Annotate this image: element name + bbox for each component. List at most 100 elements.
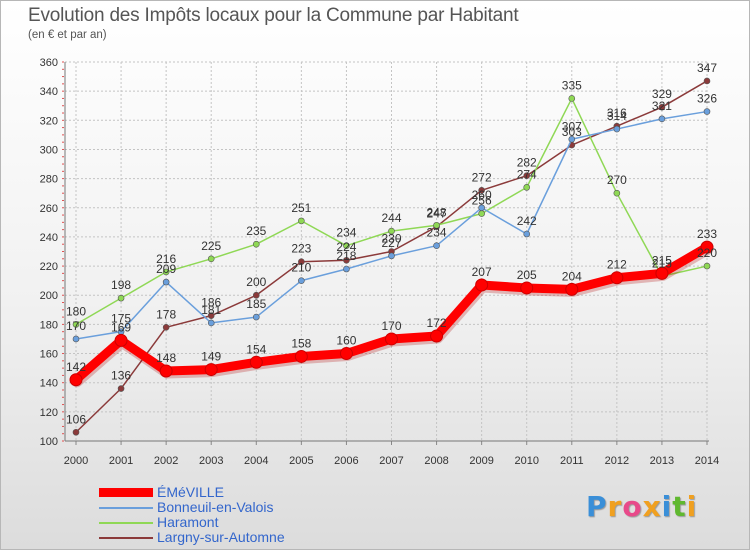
series-point (388, 252, 395, 260)
series-point (568, 95, 576, 102)
series-point (388, 227, 395, 235)
data-label: 142 (66, 360, 86, 374)
series-point (610, 271, 624, 285)
data-label: 233 (697, 227, 717, 241)
data-label: 200 (246, 275, 266, 289)
data-label: 282 (517, 156, 537, 170)
series-line-1 (75, 110, 708, 340)
y-tick-label: 260 (40, 203, 58, 215)
series-point (252, 313, 260, 321)
series-point (207, 319, 215, 327)
series-point (523, 172, 531, 179)
series-point (613, 189, 621, 197)
data-label: 210 (291, 261, 311, 275)
data-label: 272 (472, 170, 492, 184)
data-label: 235 (246, 224, 266, 238)
series-point (703, 77, 711, 85)
series-point (658, 103, 666, 111)
data-label: 178 (156, 307, 176, 321)
x-tick-label: 2009 (469, 455, 493, 467)
legend-label-largny: Largny-sur-Automne (157, 529, 285, 545)
x-tick-label: 2014 (695, 455, 719, 467)
series-point (433, 242, 440, 249)
data-label: 326 (697, 92, 717, 106)
data-label: 154 (246, 342, 266, 356)
series-point (703, 262, 711, 270)
data-label: 186 (201, 296, 221, 310)
x-tick-label: 2004 (244, 455, 268, 467)
legend-swatch-emeville (99, 488, 153, 497)
series-point (523, 184, 531, 191)
data-label: 136 (111, 369, 131, 383)
series-point (523, 230, 531, 238)
series-point (339, 347, 353, 361)
data-label: 335 (562, 78, 582, 92)
series-point (207, 255, 215, 263)
data-label: 185 (246, 297, 266, 311)
proxiti-logo: Proxiti (586, 490, 697, 523)
series-point (72, 321, 80, 328)
x-tick-label: 2003 (199, 455, 223, 467)
data-label: 234 (427, 226, 447, 240)
x-tick-label: 2007 (379, 455, 403, 467)
data-label: 180 (66, 304, 86, 318)
data-label: 242 (517, 214, 537, 228)
y-tick-label: 160 (40, 349, 58, 361)
data-label: 316 (607, 106, 627, 120)
series-point (294, 349, 308, 363)
y-tick-label: 140 (40, 378, 58, 390)
data-label: 207 (472, 265, 492, 279)
data-label: 314 (607, 109, 627, 123)
x-tick-label: 2008 (424, 455, 448, 467)
series-point (568, 135, 576, 143)
y-tick-label: 340 (40, 86, 58, 98)
logo-letter: x (642, 490, 662, 523)
legend: ÉMéVILLE Bonneuil-en-Valois Haramont Lar… (99, 484, 379, 545)
data-label: 227 (381, 236, 401, 250)
x-tick-label: 2006 (334, 455, 358, 467)
series-point (114, 333, 128, 347)
series-point (69, 373, 83, 387)
legend-label-bonneuil: Bonneuil-en-Valois (157, 499, 274, 515)
data-label: 220 (697, 246, 717, 260)
logo-letter: t (672, 490, 687, 523)
data-label: 172 (427, 316, 447, 330)
data-label: 230 (381, 232, 401, 246)
data-label: 198 (111, 278, 131, 292)
data-label: 260 (472, 188, 492, 202)
legend-item-emeville[interactable]: ÉMéVILLE (99, 484, 379, 500)
data-label: 223 (291, 242, 311, 256)
data-label: 212 (607, 258, 627, 272)
data-label: 170 (66, 319, 86, 333)
legend-item-largny[interactable]: Largny-sur-Automne (99, 529, 379, 545)
x-tick-label: 2012 (605, 455, 629, 467)
series-point (207, 312, 215, 319)
data-label: 247 (427, 207, 447, 221)
x-tick-label: 2000 (64, 455, 88, 467)
y-tick-label: 280 (40, 174, 58, 186)
x-tick-label: 2013 (650, 455, 674, 467)
data-label: 160 (336, 334, 356, 348)
data-label: 248 (427, 205, 447, 219)
data-label: 218 (336, 249, 356, 263)
y-tick-label: 320 (40, 115, 58, 127)
series-point (613, 125, 621, 133)
data-label: 244 (381, 211, 401, 225)
data-label: 175 (111, 312, 131, 326)
data-label: 216 (156, 252, 176, 266)
data-label: 213 (652, 256, 672, 270)
data-label: 234 (336, 226, 356, 240)
y-tick-label: 360 (40, 57, 58, 69)
series-point (478, 210, 485, 217)
y-tick-label: 120 (40, 407, 58, 419)
x-tick-label: 2001 (109, 455, 133, 467)
x-tick-label: 2010 (514, 455, 538, 467)
legend-item-haramont[interactable]: Haramont (99, 514, 379, 530)
series-point (249, 355, 263, 369)
series-point (430, 329, 444, 343)
series-point (343, 256, 350, 264)
series-point (298, 258, 305, 266)
legend-item-bonneuil[interactable]: Bonneuil-en-Valois (99, 499, 379, 515)
